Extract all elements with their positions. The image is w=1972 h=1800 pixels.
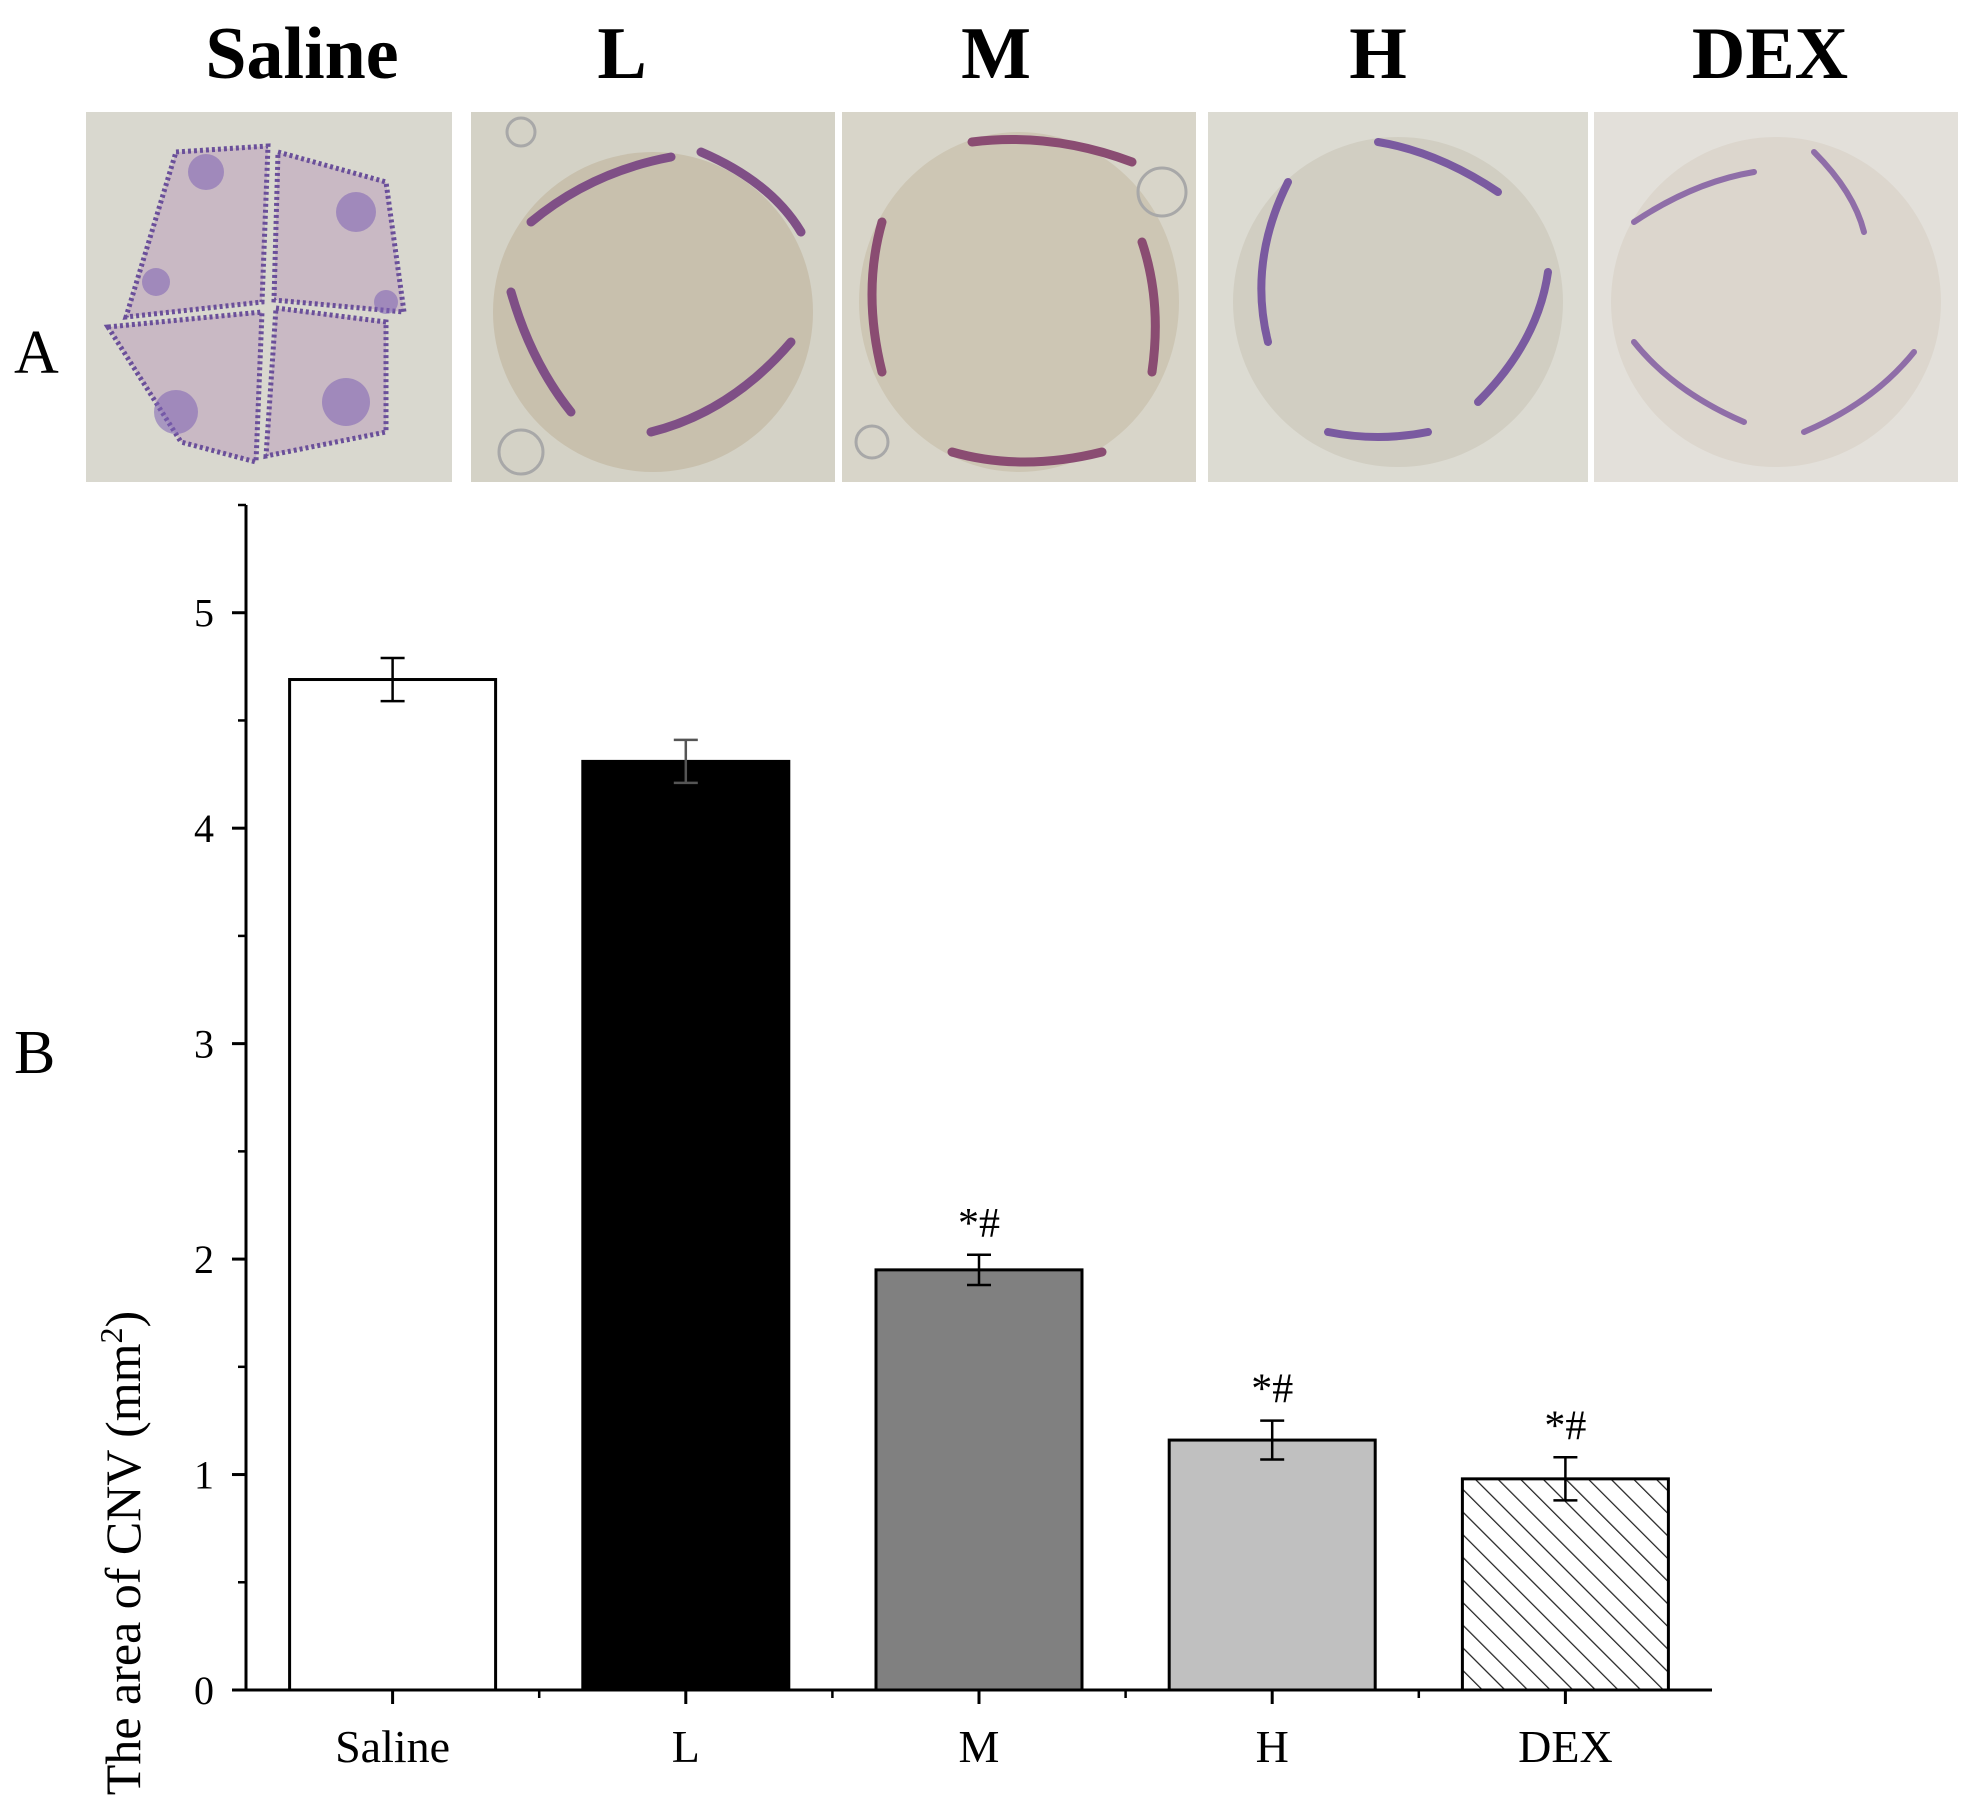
y-tick-label-1: 1 (194, 1453, 214, 1498)
y-tick-label-3: 3 (194, 1022, 214, 1067)
bar-chart: 0 1 2 3 4 5 Saline L *# M *# H *# DEX The area of CNV… (93, 503, 1712, 1795)
bar-m (874, 1268, 1084, 1692)
y-tick-label-0: 0 (194, 1668, 214, 1713)
flatmount-image-l (471, 112, 835, 482)
image-title-h: H (1349, 13, 1407, 95)
flatmount-image-dex (1594, 112, 1958, 482)
y-tick-label-5: 5 (194, 591, 214, 636)
panel-label-b: B (14, 1019, 56, 1087)
image-title-l: L (597, 13, 647, 95)
y-axis-label: The area of CNV (mm2) (93, 1311, 151, 1795)
flatmount-image-m (842, 112, 1196, 482)
bar-h (1167, 1438, 1377, 1692)
x-tick-label-m: M (959, 1721, 1000, 1772)
image-title-dex: DEX (1691, 13, 1849, 95)
y-tick-label-2: 2 (194, 1237, 214, 1282)
image-title-saline: Saline (205, 13, 399, 95)
bar-dex (1460, 1477, 1670, 1692)
x-tick-label-h: H (1256, 1721, 1289, 1772)
flatmount-image-saline (86, 112, 452, 482)
x-tick-label-l: L (672, 1721, 700, 1772)
bar-l (581, 759, 791, 1692)
bar-saline (288, 678, 498, 1692)
image-title-m: M (961, 13, 1031, 95)
x-tick-label-saline: Saline (335, 1721, 450, 1772)
significance-label-dex: *# (1544, 1403, 1586, 1449)
y-tick-label-4: 4 (194, 806, 214, 851)
panel-label-a: A (14, 319, 59, 387)
significance-label-h: *# (1251, 1367, 1293, 1413)
significance-label-m: *# (958, 1201, 1000, 1247)
flatmount-image-h (1208, 112, 1588, 482)
x-tick-label-dex: DEX (1518, 1721, 1613, 1772)
